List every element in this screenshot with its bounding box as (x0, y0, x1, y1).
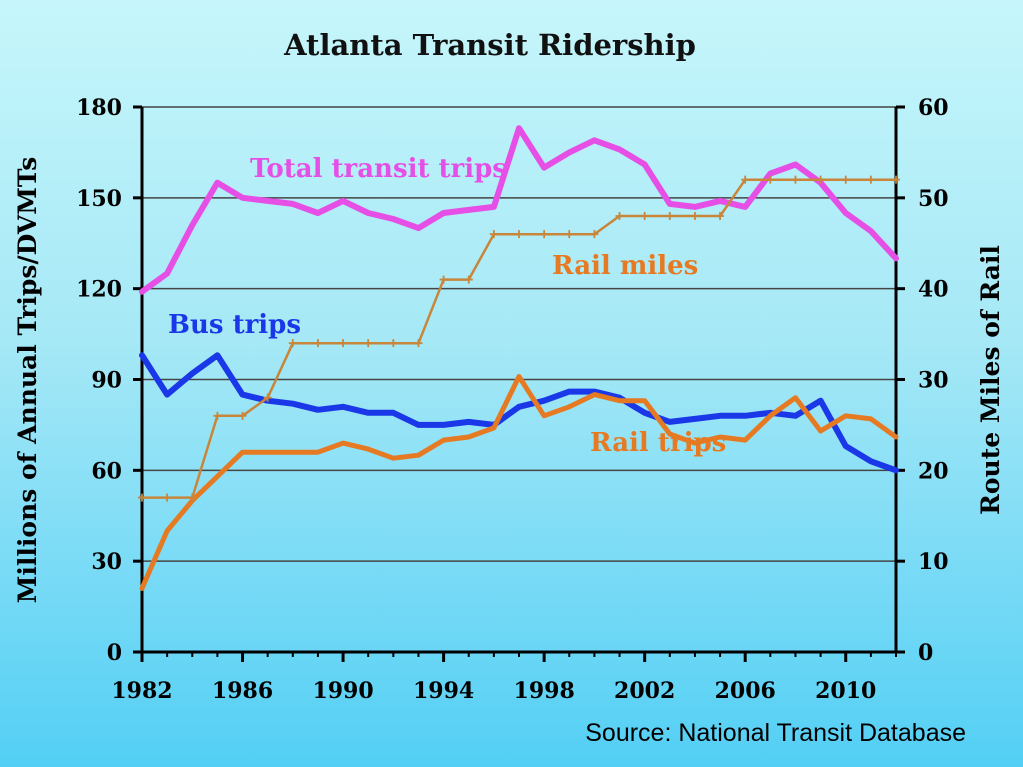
chart-title: Atlanta Transit Ridership (283, 28, 696, 62)
data-point-rail-miles (489, 230, 498, 239)
data-point-rail-miles (515, 230, 523, 239)
data-point-rail-miles (791, 175, 800, 184)
data-point-rail-miles (163, 493, 172, 502)
data-point-rail-miles (439, 275, 448, 284)
y-tick-right-label: 20 (918, 458, 949, 484)
y-tick-right-label: 50 (918, 186, 949, 212)
x-tick-label: 1982 (111, 678, 172, 704)
x-tick-label: 1986 (212, 678, 273, 704)
series-line-rail-trips (139, 374, 899, 591)
data-point-rail-miles (716, 212, 725, 220)
y-tick-right-label: 40 (918, 277, 949, 303)
y-tick-left-label: 60 (91, 458, 122, 484)
y-tick-left-label: 0 (107, 640, 122, 666)
y-tick-left-label: 120 (76, 277, 122, 303)
data-point-rail-miles (138, 493, 146, 502)
x-tick-label: 1998 (514, 678, 575, 704)
y-tick-right-label: 10 (918, 549, 949, 575)
y-tick-right-label: 60 (918, 95, 949, 121)
data-point-rail-miles (540, 230, 549, 239)
label-rail-miles: Rail miles (552, 251, 698, 281)
data-series (138, 125, 900, 591)
data-point-rail-miles (213, 411, 222, 420)
x-tick-label: 1990 (312, 678, 373, 704)
data-point-rail-miles (565, 230, 574, 239)
y-tick-left-label: 180 (76, 95, 122, 121)
source-note: Source: National Transit Database (585, 719, 966, 747)
y-tick-left-label: 30 (91, 549, 122, 575)
data-point-rail-miles (741, 175, 750, 184)
data-point-rail-miles (665, 212, 674, 220)
data-point-rail-miles (464, 275, 473, 284)
label-total-transit-trips: Total transit trips (250, 154, 507, 184)
y-axis-left-title: Millions of Annual Trips/DVMTs (13, 157, 42, 604)
x-tick-label: 1994 (413, 678, 474, 704)
data-point-rail-miles (339, 339, 348, 348)
series-line-total-transit-trips (139, 125, 899, 295)
data-point-rail-miles (188, 493, 197, 502)
x-tick-label: 2002 (614, 678, 675, 704)
data-point-rail-miles (590, 230, 599, 239)
x-tick-label: 2010 (815, 678, 876, 704)
y-axis-right-title: Route Miles of Rail (976, 245, 1005, 515)
data-point-rail-miles (690, 212, 699, 220)
data-point-rail-miles (640, 212, 649, 220)
tick-labels: 0 30 60 90 120 150 180 0 10 20 30 40 50 60 1982 1986 199… (76, 95, 949, 704)
data-point-rail-miles (615, 212, 624, 220)
data-point-rail-miles (364, 339, 373, 348)
y-tick-right-label: 30 (918, 368, 949, 394)
data-point-rail-miles (263, 393, 272, 402)
axes (133, 105, 905, 662)
data-point-rail-miles (288, 339, 297, 348)
data-point-rail-miles (414, 339, 423, 348)
data-point-rail-miles (816, 175, 825, 184)
data-point-rail-miles (389, 339, 398, 348)
data-point-rail-miles (841, 175, 850, 184)
y-tick-left-label: 90 (91, 368, 122, 394)
data-point-rail-miles (766, 175, 775, 184)
label-bus-trips: Bus trips (168, 310, 301, 340)
data-point-rail-miles (866, 175, 875, 184)
y-tick-left-label: 150 (76, 186, 122, 212)
label-rail-trips: Rail trips (590, 428, 726, 458)
y-tick-right-label: 0 (918, 640, 933, 666)
data-point-rail-miles (238, 411, 247, 420)
data-point-rail-miles (313, 339, 322, 348)
x-tick-label: 2006 (715, 678, 776, 704)
data-point-rail-miles (892, 175, 900, 184)
